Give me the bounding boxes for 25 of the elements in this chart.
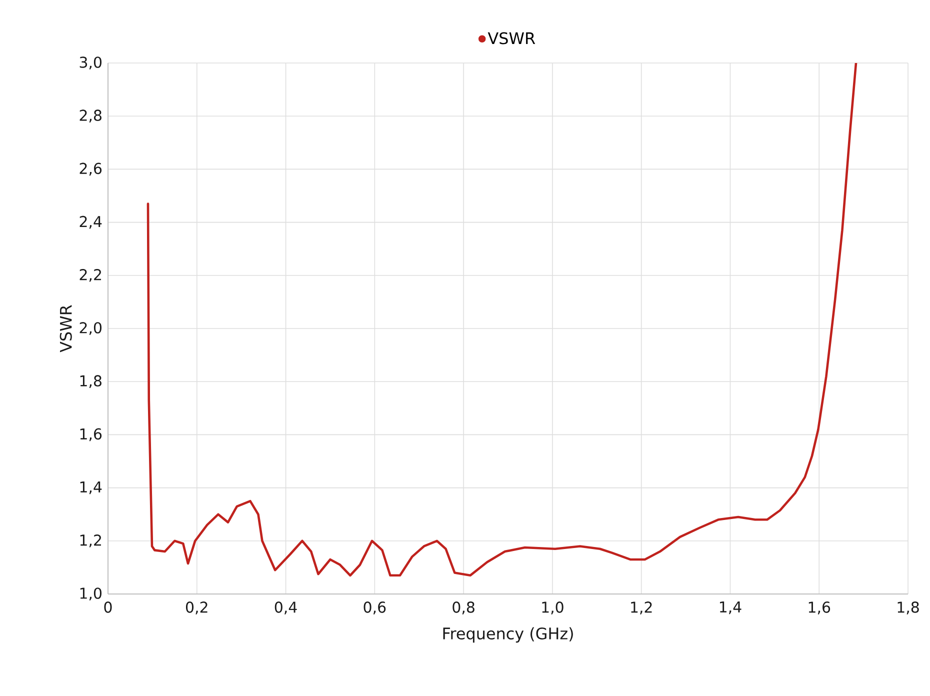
y-tick-label: 1,2: [80, 534, 101, 548]
y-tick-label: 1,8: [80, 375, 102, 388]
x-tick-label: 1,2: [631, 602, 652, 614]
x-tick-label: 0: [104, 602, 112, 613]
y-axis-title: VSWR: [60, 305, 72, 352]
y-tick-label: 1,4: [80, 481, 102, 494]
x-tick-label: 0,4: [274, 602, 297, 614]
line-series: [146, 62, 858, 577]
x-axis-title: Frequency (GHz): [443, 627, 573, 643]
x-tick-label: 1,4: [720, 602, 742, 614]
y-tick-label: 2,0: [80, 322, 102, 335]
x-tick-label: 1,6: [808, 602, 830, 614]
x-tick-label: 0,2: [186, 602, 208, 614]
x-tick-label: 1,8: [898, 602, 919, 614]
y-tick-label: 2,4: [80, 216, 102, 229]
x-tick-label: 1,0: [542, 602, 564, 614]
y-tick-label: 3,0: [80, 56, 102, 70]
legend-label: VSWR: [488, 32, 536, 44]
y-tick-label: 1,6: [80, 428, 102, 442]
x-tick-label: 0,6: [364, 602, 386, 614]
y-tick-label: 2,8: [80, 110, 102, 123]
y-tick-label: 2,6: [80, 162, 102, 176]
x-tick-label: 0,8: [452, 602, 474, 614]
y-tick-label: 1,0: [80, 588, 102, 600]
y-tick-label: 2,2: [80, 268, 101, 282]
